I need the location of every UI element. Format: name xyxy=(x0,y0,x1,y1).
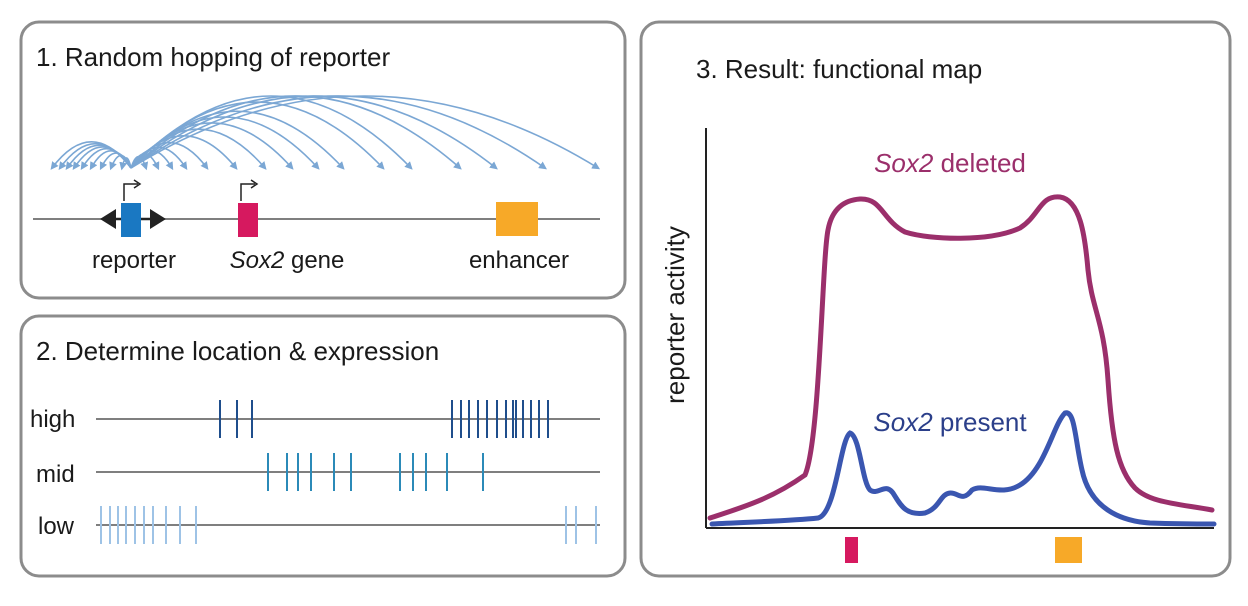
track-label-mid: mid xyxy=(36,461,75,488)
hop-arc xyxy=(130,95,413,170)
hop-arc xyxy=(130,95,498,170)
sox2-position-marker xyxy=(845,537,858,563)
reporter-box xyxy=(121,203,141,237)
insertion-ticks xyxy=(100,400,597,544)
sox2-present-curve xyxy=(709,410,1217,527)
sox2-present-label: Sox2 present xyxy=(873,407,1027,437)
sox2-deleted-curve xyxy=(707,194,1215,521)
hop-arc xyxy=(130,95,601,170)
sox2-gene-label: Sox2 gene xyxy=(230,247,345,274)
hop-arc xyxy=(130,95,462,170)
panel-location-expression: 2. Determine location & expression high … xyxy=(19,314,627,578)
panel-3-frame xyxy=(639,20,1232,578)
hopping-arcs xyxy=(50,95,601,171)
right-arrow-icon xyxy=(150,209,166,229)
left-arrow-icon xyxy=(100,209,116,229)
sox2-gene-box xyxy=(238,203,258,237)
track-label-high: high xyxy=(30,406,75,433)
sox2-tss-arrowhead-icon xyxy=(250,179,259,189)
reporter-tss-arrowhead-icon xyxy=(133,179,142,189)
enhancer-label: enhancer xyxy=(469,247,569,274)
track-label-low: low xyxy=(38,513,75,540)
panel-random-hopping: 1. Random hopping of reporter reporter S… xyxy=(19,20,627,300)
reporter-tss-arrow-icon xyxy=(123,183,138,201)
panel-1-title: 1. Random hopping of reporter xyxy=(36,42,390,72)
reporter-label: reporter xyxy=(92,247,176,274)
panel-3-title: 3. Result: functional map xyxy=(696,54,982,84)
y-axis-label: reporter activity xyxy=(660,226,690,404)
panel-functional-map: 3. Result: functional map reporter activ… xyxy=(639,20,1232,578)
sox2-deleted-label: Sox2 deleted xyxy=(874,148,1026,178)
sox2-tss-arrow-icon xyxy=(240,183,255,201)
hop-arc xyxy=(130,95,547,170)
panel-2-title: 2. Determine location & expression xyxy=(36,336,439,366)
enhancer-position-marker xyxy=(1055,537,1082,563)
panel-1-frame xyxy=(19,20,627,300)
hop-arc xyxy=(119,157,132,171)
panel-2-frame xyxy=(19,314,627,578)
enhancer-box xyxy=(496,202,538,236)
